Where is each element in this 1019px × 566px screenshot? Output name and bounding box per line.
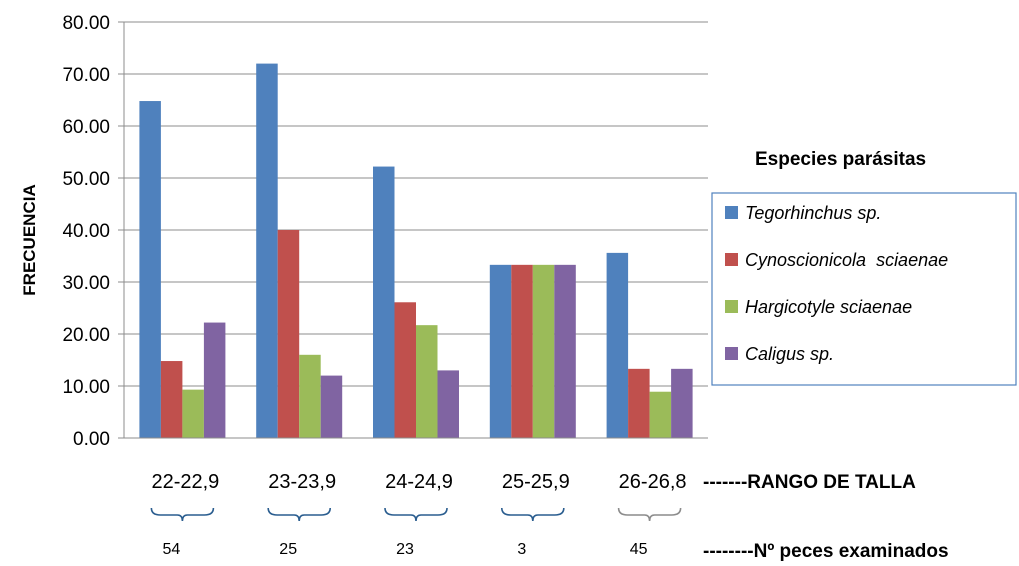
category-label: 25-25,9	[502, 471, 570, 493]
axes	[123, 22, 708, 439]
fish-count-labels: 54 25 23 3 45	[163, 541, 648, 558]
category-brace	[267, 507, 331, 522]
legend-label: Caligus sp.	[745, 344, 834, 364]
fish-count: 3	[517, 541, 526, 558]
legend: Tegorhinchus sp. Cynoscionicola sciaenae H…	[711, 192, 1017, 386]
legend-swatch	[725, 253, 738, 266]
y-tick-label: 40.00	[62, 221, 110, 242]
fish-count: 23	[396, 541, 414, 558]
bar	[671, 368, 693, 438]
category-braces	[150, 507, 682, 522]
y-tick-label: 10.00	[62, 377, 110, 398]
bar	[160, 361, 183, 438]
bar	[554, 264, 576, 438]
legend-swatch	[725, 300, 738, 313]
category-brace	[384, 507, 448, 522]
category-label: 24-24,9	[385, 471, 453, 493]
y-tick-label: 70.00	[62, 65, 110, 86]
legend-label: Hargicotyle sciaenae	[745, 297, 912, 317]
y-tick-label: 0.00	[73, 429, 110, 450]
bar	[373, 166, 395, 438]
y-tick-label: 50.00	[62, 169, 110, 190]
fish-count: 54	[163, 541, 181, 558]
y-axis-ticks: 0.00 10.00 20.00 30.00 40.00 50.00 60.00 70.00 8…	[62, 13, 124, 450]
category-label: 26-26,8	[619, 471, 687, 493]
y-tick-label: 20.00	[62, 325, 110, 346]
legend-items: Tegorhinchus sp. Cynoscionicola sciaenae H…	[725, 203, 948, 364]
bar	[256, 63, 278, 438]
bar	[203, 322, 226, 438]
bar	[416, 325, 438, 438]
bar	[489, 264, 512, 438]
legend-swatch	[725, 206, 738, 219]
bar	[320, 375, 343, 438]
bar	[277, 230, 300, 438]
y-tick-label: 30.00	[62, 273, 110, 294]
legend-box	[711, 192, 1017, 386]
bar	[628, 368, 650, 438]
bar	[437, 370, 459, 438]
category-brace	[150, 507, 215, 522]
category-brace	[617, 507, 682, 522]
bar	[606, 252, 629, 438]
bar	[394, 302, 416, 438]
bar	[649, 391, 672, 438]
fish-count: 45	[630, 541, 648, 558]
legend-title: Especies parásitas	[755, 149, 926, 170]
fish-count-note: --------Nº peces examinados	[703, 541, 949, 562]
y-tick-label: 60.00	[62, 117, 110, 138]
bar	[139, 101, 161, 438]
bar	[299, 354, 321, 438]
fish-count: 25	[279, 541, 297, 558]
category-axis-note: -------RANGO DE TALLA	[703, 472, 916, 493]
legend-label: Cynoscionicola sciaenae	[745, 250, 948, 270]
category-label: 23-23,9	[268, 471, 336, 493]
y-tick-label: 80.00	[62, 13, 110, 34]
bar	[182, 389, 204, 438]
category-label: 22-22,9	[151, 471, 219, 493]
category-brace	[501, 507, 565, 522]
legend-label: Tegorhinchus sp.	[745, 203, 881, 223]
bars	[139, 63, 693, 438]
bar	[532, 264, 555, 438]
bar	[511, 264, 533, 438]
legend-swatch	[725, 347, 738, 360]
y-axis-label: FRECUENCIA	[20, 184, 39, 295]
category-labels: 22-22,9 23-23,9 24-24,9 25-25,9 26-26,8	[151, 471, 686, 493]
